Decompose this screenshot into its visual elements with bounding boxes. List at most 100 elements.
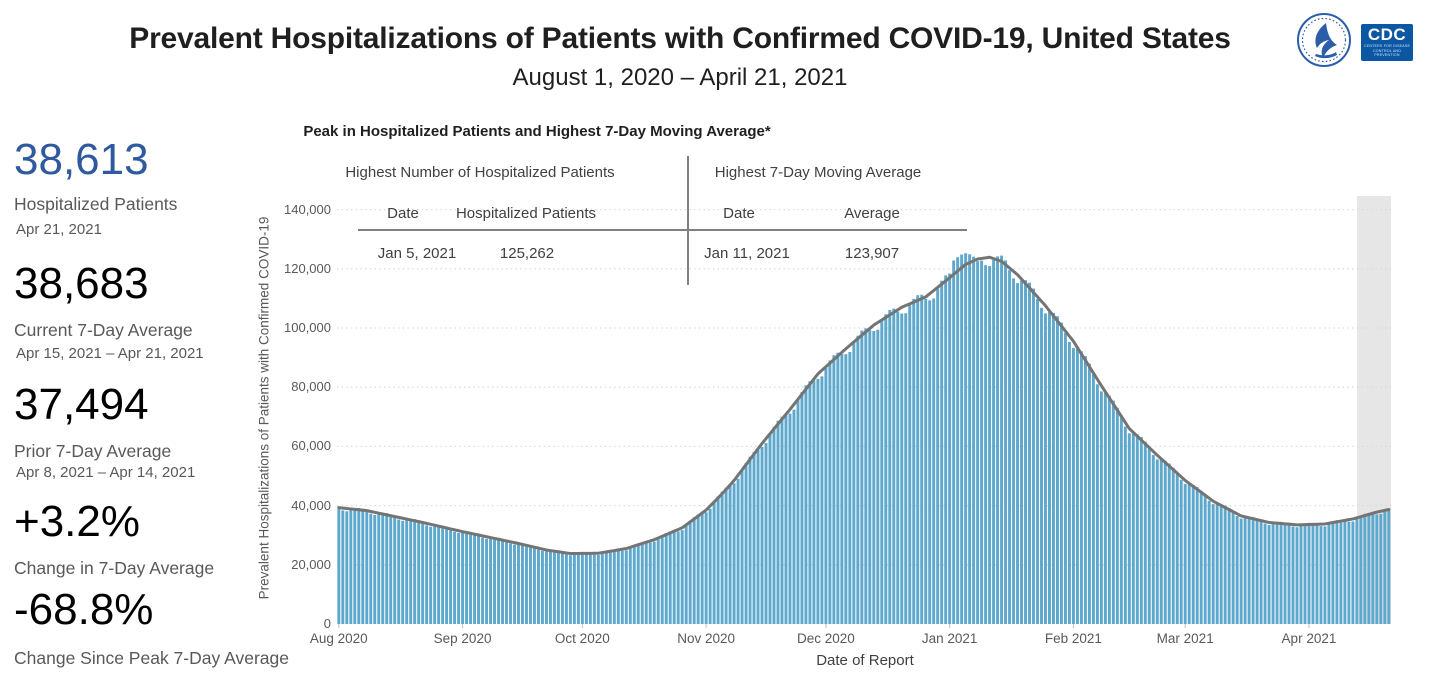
bar-daily-hospitalizations[interactable]: [1071, 348, 1075, 624]
bar-daily-hospitalizations[interactable]: [984, 265, 988, 624]
bar-daily-hospitalizations[interactable]: [1287, 524, 1291, 624]
bar-daily-hospitalizations[interactable]: [441, 525, 445, 624]
bar-daily-hospitalizations[interactable]: [1363, 513, 1367, 624]
bar-daily-hospitalizations[interactable]: [864, 328, 868, 624]
bar-daily-hospitalizations[interactable]: [1215, 503, 1219, 624]
bar-daily-hospitalizations[interactable]: [632, 545, 636, 624]
bar-daily-hospitalizations[interactable]: [896, 311, 900, 624]
bar-daily-hospitalizations[interactable]: [1311, 523, 1315, 624]
bar-daily-hospitalizations[interactable]: [1223, 505, 1227, 624]
bar-daily-hospitalizations[interactable]: [465, 531, 469, 624]
bar-daily-hospitalizations[interactable]: [1131, 433, 1135, 624]
bar-daily-hospitalizations[interactable]: [672, 531, 676, 624]
bar-daily-hospitalizations[interactable]: [461, 532, 465, 624]
bar-daily-hospitalizations[interactable]: [1195, 487, 1199, 624]
bar-daily-hospitalizations[interactable]: [704, 512, 708, 624]
bar-daily-hospitalizations[interactable]: [377, 513, 381, 624]
bar-daily-hospitalizations[interactable]: [1267, 524, 1271, 624]
bar-daily-hospitalizations[interactable]: [836, 352, 840, 624]
bar-daily-hospitalizations[interactable]: [1032, 288, 1035, 625]
bar-daily-hospitalizations[interactable]: [1187, 483, 1191, 624]
bar-daily-hospitalizations[interactable]: [1024, 280, 1027, 624]
bar-daily-hospitalizations[interactable]: [1299, 525, 1303, 624]
bar-daily-hospitalizations[interactable]: [1175, 474, 1179, 624]
bar-daily-hospitalizations[interactable]: [1219, 504, 1223, 624]
bar-daily-hospitalizations[interactable]: [1303, 523, 1307, 624]
bar-daily-hospitalizations[interactable]: [1315, 524, 1319, 624]
bar-daily-hospitalizations[interactable]: [604, 551, 608, 624]
bar-daily-hospitalizations[interactable]: [540, 550, 544, 624]
bar-daily-hospitalizations[interactable]: [1067, 342, 1071, 624]
bar-daily-hospitalizations[interactable]: [1051, 312, 1055, 624]
bar-daily-hospitalizations[interactable]: [892, 308, 896, 624]
bar-daily-hospitalizations[interactable]: [1127, 433, 1131, 624]
bar-daily-hospitalizations[interactable]: [509, 543, 512, 624]
bar-daily-hospitalizations[interactable]: [505, 541, 508, 624]
bar-daily-hospitalizations[interactable]: [1359, 515, 1363, 624]
bar-daily-hospitalizations[interactable]: [1251, 517, 1255, 624]
bar-daily-hospitalizations[interactable]: [449, 529, 453, 624]
bar-daily-hospitalizations[interactable]: [616, 550, 620, 624]
bar-daily-hospitalizations[interactable]: [952, 260, 956, 624]
bar-daily-hospitalizations[interactable]: [724, 487, 728, 624]
bar-daily-hospitalizations[interactable]: [764, 443, 768, 624]
bar-daily-hospitalizations[interactable]: [808, 381, 812, 624]
bar-daily-hospitalizations[interactable]: [624, 550, 628, 624]
bar-daily-hospitalizations[interactable]: [824, 367, 828, 624]
bar-daily-hospitalizations[interactable]: [668, 531, 672, 624]
bar-daily-hospitalizations[interactable]: [1000, 255, 1004, 624]
bar-daily-hospitalizations[interactable]: [792, 409, 796, 624]
bar-daily-hospitalizations[interactable]: [804, 385, 808, 624]
bar-daily-hospitalizations[interactable]: [852, 343, 856, 624]
bar-daily-hospitalizations[interactable]: [692, 517, 696, 624]
bar-daily-hospitalizations[interactable]: [1059, 322, 1063, 624]
bar-daily-hospitalizations[interactable]: [397, 519, 401, 624]
bar-daily-hospitalizations[interactable]: [684, 525, 688, 624]
bar-daily-hospitalizations[interactable]: [696, 514, 700, 624]
bar-daily-hospitalizations[interactable]: [700, 513, 704, 624]
bar-daily-hospitalizations[interactable]: [489, 537, 493, 624]
bar-daily-hospitalizations[interactable]: [1055, 316, 1059, 624]
bar-daily-hospitalizations[interactable]: [940, 280, 944, 624]
bar-daily-hospitalizations[interactable]: [413, 519, 417, 624]
bar-daily-hospitalizations[interactable]: [840, 353, 844, 624]
bar-daily-hospitalizations[interactable]: [469, 531, 473, 624]
bar-daily-hospitalizations[interactable]: [888, 309, 892, 624]
bar-daily-hospitalizations[interactable]: [389, 514, 393, 624]
bar-daily-hospitalizations[interactable]: [712, 502, 716, 624]
bar-daily-hospitalizations[interactable]: [361, 508, 365, 624]
bar-daily-hospitalizations[interactable]: [405, 519, 409, 624]
bar-daily-hospitalizations[interactable]: [493, 537, 496, 624]
bar-daily-hospitalizations[interactable]: [528, 545, 532, 624]
bar-daily-hospitalizations[interactable]: [1239, 518, 1243, 624]
bar-daily-hospitalizations[interactable]: [513, 544, 516, 624]
bar-daily-hospitalizations[interactable]: [1351, 521, 1355, 624]
bar-daily-hospitalizations[interactable]: [768, 434, 772, 624]
bar-daily-hospitalizations[interactable]: [748, 456, 752, 624]
bar-daily-hospitalizations[interactable]: [1383, 510, 1387, 624]
bar-daily-hospitalizations[interactable]: [1167, 463, 1171, 624]
bar-daily-hospitalizations[interactable]: [1079, 351, 1083, 624]
bar-daily-hospitalizations[interactable]: [1327, 523, 1331, 624]
bar-daily-hospitalizations[interactable]: [1291, 526, 1295, 624]
bar-daily-hospitalizations[interactable]: [968, 254, 972, 625]
bar-daily-hospitalizations[interactable]: [728, 485, 732, 624]
bar-daily-hospitalizations[interactable]: [828, 360, 832, 624]
bar-daily-hospitalizations[interactable]: [341, 510, 345, 624]
bar-daily-hospitalizations[interactable]: [417, 520, 421, 624]
bar-daily-hospitalizations[interactable]: [353, 508, 357, 624]
bar-daily-hospitalizations[interactable]: [972, 256, 976, 624]
bar-daily-hospitalizations[interactable]: [544, 550, 548, 624]
bar-daily-hospitalizations[interactable]: [608, 550, 612, 624]
bar-daily-hospitalizations[interactable]: [1151, 454, 1155, 624]
bar-daily-hospitalizations[interactable]: [660, 535, 664, 624]
bar-daily-hospitalizations[interactable]: [1247, 516, 1251, 624]
bar-daily-hospitalizations[interactable]: [1283, 522, 1287, 624]
bar-daily-hospitalizations[interactable]: [1048, 312, 1051, 624]
bar-daily-hospitalizations[interactable]: [1135, 434, 1139, 624]
bar-daily-hospitalizations[interactable]: [628, 547, 632, 624]
bar-daily-hospitalizations[interactable]: [485, 538, 489, 624]
bar-daily-hospitalizations[interactable]: [1231, 512, 1235, 624]
bar-daily-hospitalizations[interactable]: [1307, 522, 1311, 624]
bar-daily-hospitalizations[interactable]: [656, 538, 660, 624]
